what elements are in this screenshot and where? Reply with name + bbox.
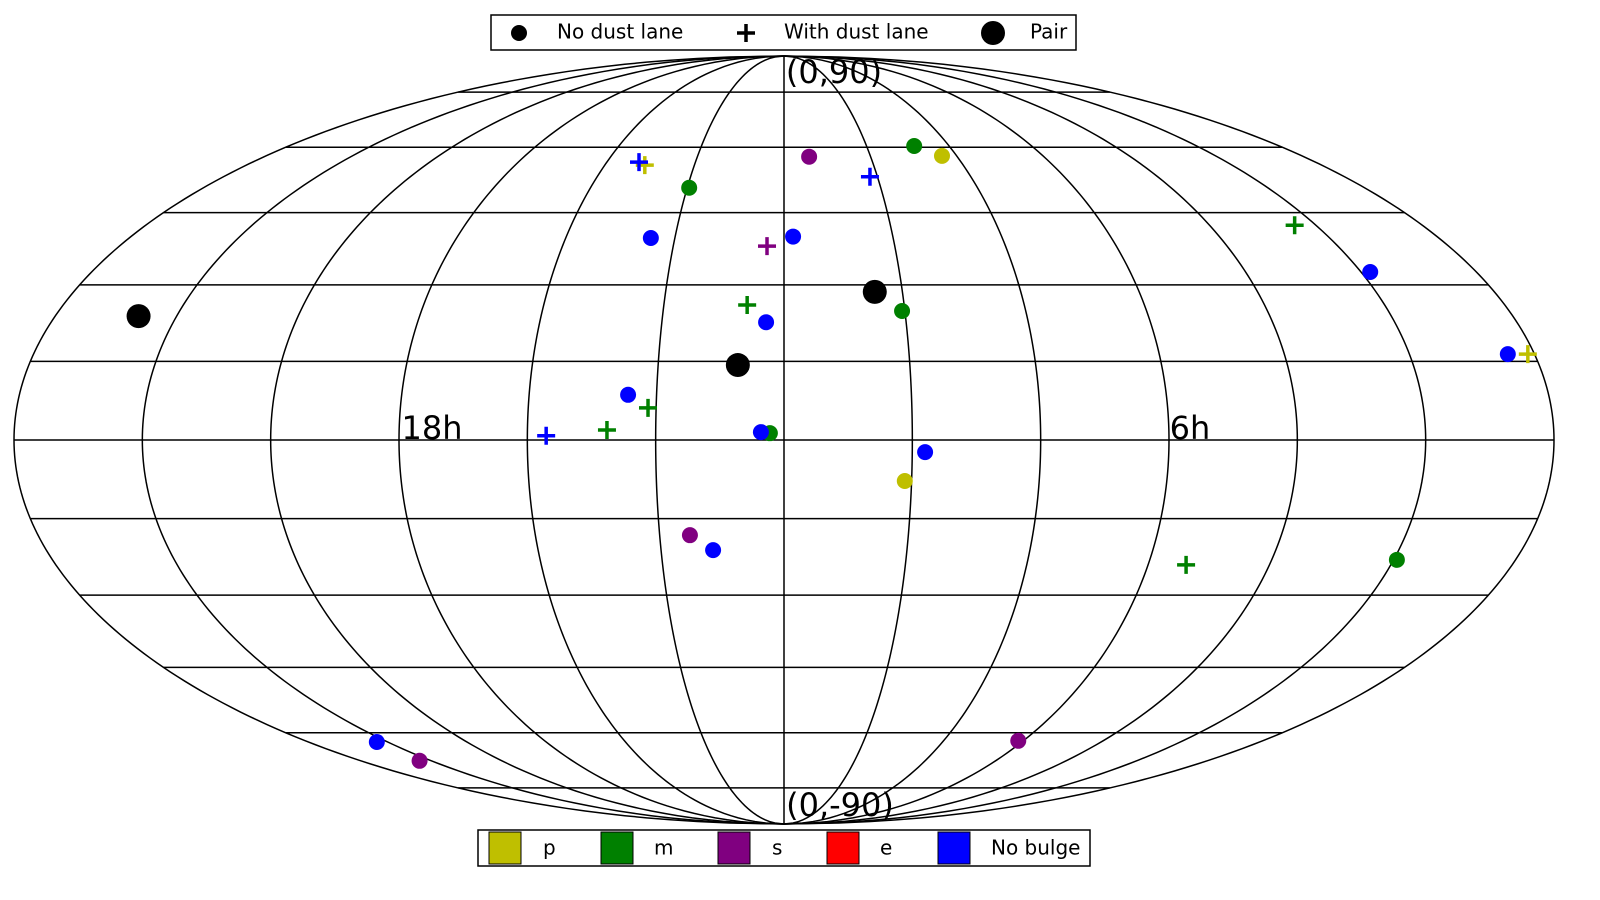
legend-swatch bbox=[937, 831, 971, 865]
ra-label: 6h bbox=[1170, 409, 1211, 447]
plus-point bbox=[1518, 345, 1537, 364]
north-pole-label: (0,90) bbox=[786, 53, 882, 91]
pair-point bbox=[126, 304, 151, 329]
legend-label: With dust lane bbox=[784, 20, 929, 44]
point bbox=[1499, 346, 1516, 363]
point bbox=[620, 386, 637, 403]
point bbox=[933, 147, 950, 164]
plus-point bbox=[630, 153, 649, 172]
point bbox=[917, 444, 934, 461]
plus-point bbox=[537, 426, 556, 445]
plus-point bbox=[738, 295, 757, 314]
legend-label: s bbox=[772, 836, 782, 860]
point bbox=[1010, 732, 1027, 749]
point bbox=[752, 424, 769, 441]
legend-marker bbox=[981, 21, 1005, 45]
point bbox=[785, 228, 802, 245]
legend-label: p bbox=[543, 836, 556, 860]
plus-point bbox=[860, 167, 879, 186]
plus-point bbox=[639, 398, 658, 417]
legend-swatch bbox=[717, 831, 751, 865]
legend-label: No bulge bbox=[991, 836, 1080, 860]
legend-label: Pair bbox=[1030, 20, 1068, 44]
legend-swatch bbox=[488, 831, 522, 865]
legends: No dust lane With dust lane Pair p m s e No bul… bbox=[488, 20, 1080, 865]
plus-point bbox=[1177, 555, 1196, 574]
marker-legend-box bbox=[490, 14, 1077, 51]
point bbox=[705, 542, 722, 559]
plus-point bbox=[597, 421, 616, 439]
point bbox=[894, 303, 911, 320]
legend-label: m bbox=[654, 836, 673, 860]
plus-point bbox=[1285, 216, 1304, 235]
plus-point bbox=[758, 237, 777, 256]
color-legend-box bbox=[477, 829, 1091, 867]
legend-swatch bbox=[600, 831, 634, 865]
graticule bbox=[13, 55, 1555, 825]
legend-marker bbox=[511, 25, 527, 41]
point bbox=[368, 733, 385, 750]
pair-point bbox=[725, 353, 750, 378]
legend-label: No dust lane bbox=[557, 20, 683, 44]
point bbox=[1388, 551, 1405, 568]
point bbox=[896, 473, 913, 490]
point bbox=[758, 314, 775, 331]
point bbox=[681, 179, 698, 196]
south-pole-label: (0,-90) bbox=[786, 786, 894, 824]
points bbox=[126, 138, 1537, 769]
legend-label: e bbox=[880, 836, 892, 860]
legend-marker bbox=[737, 24, 755, 42]
point bbox=[642, 230, 659, 247]
ra-label: 18h bbox=[402, 409, 463, 447]
legend-swatch bbox=[826, 831, 860, 865]
point bbox=[1362, 263, 1379, 280]
point bbox=[801, 148, 818, 165]
point bbox=[906, 138, 923, 155]
point bbox=[681, 527, 698, 544]
pair-point bbox=[862, 279, 887, 304]
point bbox=[411, 752, 428, 769]
